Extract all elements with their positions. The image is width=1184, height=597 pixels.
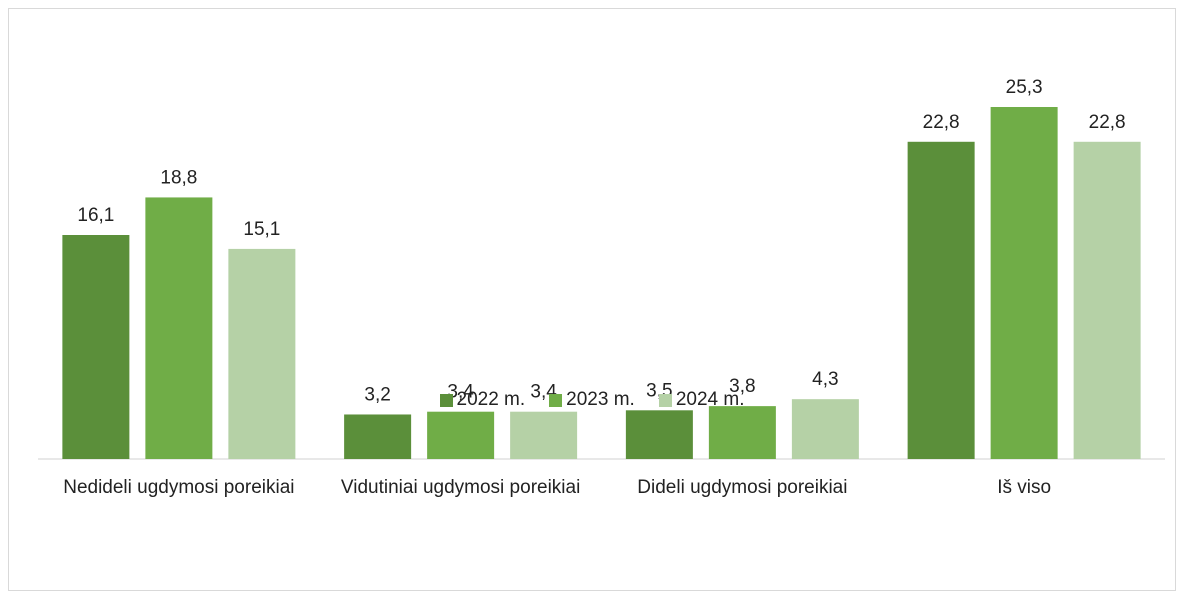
data-label: 15,1 <box>243 219 280 240</box>
bar <box>625 410 693 459</box>
data-label: 25,3 <box>1006 77 1043 98</box>
bar <box>791 399 859 459</box>
x-tick-label: Dideli ugdymosi poreikiai <box>637 477 848 498</box>
x-tick-label: Vidutiniai ugdymosi poreikiai <box>340 477 581 498</box>
bar <box>907 141 975 460</box>
legend-item: 2024 m. <box>658 389 745 411</box>
data-label: 18,8 <box>160 167 197 188</box>
bar <box>510 411 578 459</box>
bar <box>228 248 296 459</box>
chart-frame <box>8 8 1176 591</box>
bar <box>708 406 776 459</box>
legend-label: 2024 m. <box>675 389 745 410</box>
bar <box>1073 141 1141 460</box>
data-label: 3,4 <box>447 382 474 403</box>
x-tick-label: Iš viso <box>997 477 1052 498</box>
legend-item: 2022 m. <box>439 389 526 411</box>
legend-label: 2023 m. <box>566 389 635 410</box>
bar <box>344 414 412 459</box>
legend-swatch <box>549 393 563 407</box>
bar <box>145 197 213 459</box>
bar <box>62 235 130 459</box>
data-label: 3,2 <box>364 384 390 405</box>
bar <box>427 411 495 459</box>
legend: 2022 m. 2023 m. 2024 m. <box>0 389 1184 411</box>
data-label: 16,1 <box>77 205 114 226</box>
bar <box>990 107 1058 459</box>
legend-swatch <box>439 393 453 407</box>
data-label: 4,3 <box>812 369 838 390</box>
legend-item: 2023 m. <box>549 389 635 411</box>
data-label: 22,8 <box>1089 112 1126 133</box>
data-label: 22,8 <box>923 112 960 133</box>
legend-swatch <box>658 393 672 407</box>
data-label: 3,8 <box>729 376 755 397</box>
x-tick-label: Nedideli ugdymosi poreikiai <box>63 477 295 498</box>
legend-label: 2022 m. <box>456 389 526 410</box>
